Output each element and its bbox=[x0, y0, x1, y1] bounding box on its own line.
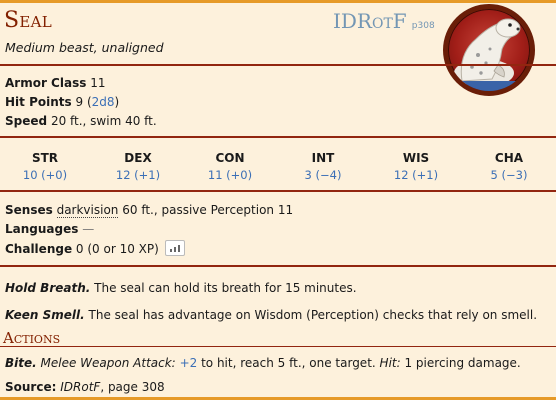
speed-value: 20 ft., swim 40 ft. bbox=[50, 114, 157, 128]
divider bbox=[0, 265, 556, 267]
trait-keen-smell: Keen Smell. The seal has advantage on Wi… bbox=[5, 307, 537, 323]
armor-class-value: 11 bbox=[90, 76, 106, 90]
ability-dex: DEX 12 (+1) bbox=[90, 150, 186, 184]
ability-name: STR bbox=[31, 151, 59, 165]
damage-text: 1 piercing damage. bbox=[404, 356, 521, 370]
actions-underline bbox=[0, 346, 556, 347]
ability-str: STR 10 (+0) bbox=[0, 150, 93, 184]
ability-wis: WIS 12 (+1) bbox=[368, 150, 464, 184]
token-image[interactable] bbox=[443, 4, 535, 96]
challenge-value: 0 (0 or 10 XP) bbox=[75, 242, 159, 256]
senses-row: Senses darkvision 60 ft., passive Percep… bbox=[5, 202, 293, 218]
creature-name: Seal bbox=[4, 8, 53, 33]
trait-name: Hold Breath. bbox=[5, 281, 91, 295]
ability-score[interactable]: 12 (+1) bbox=[115, 168, 161, 182]
divider bbox=[0, 190, 556, 192]
ability-int: INT 3 (−4) bbox=[275, 150, 371, 184]
source-page-text: , page 308 bbox=[100, 380, 165, 394]
languages-row: Languages — bbox=[5, 221, 94, 237]
speed-row: Speed 20 ft., swim 40 ft. bbox=[5, 113, 157, 129]
trait-text: The seal has advantage on Wisdom (Percep… bbox=[88, 308, 538, 322]
ability-name: DEX bbox=[124, 151, 152, 165]
actions-heading: Actions bbox=[3, 329, 61, 347]
ability-score[interactable]: 5 (−3) bbox=[490, 168, 528, 182]
hit-dice-roll[interactable]: 2d8 bbox=[91, 95, 115, 109]
action-name: Bite. bbox=[5, 356, 37, 370]
ability-score[interactable]: 10 (+0) bbox=[22, 168, 68, 182]
senses-label: Senses bbox=[5, 203, 53, 217]
ability-name: CHA bbox=[494, 151, 524, 165]
hit-points-label: Hit Points bbox=[5, 95, 72, 109]
languages-value: — bbox=[82, 222, 95, 236]
ability-name: INT bbox=[311, 151, 335, 165]
ability-name: WIS bbox=[402, 151, 430, 165]
seal-portrait bbox=[454, 18, 524, 91]
scale-cr-icon[interactable] bbox=[164, 240, 185, 256]
action-text: to hit, reach 5 ft., one target. bbox=[201, 356, 376, 370]
armor-class-label: Armor Class bbox=[5, 76, 87, 90]
trait-hold-breath: Hold Breath. The seal can hold its breat… bbox=[5, 280, 357, 296]
ability-score[interactable]: 11 (+0) bbox=[207, 168, 253, 182]
challenge-label: Challenge bbox=[5, 242, 73, 256]
languages-label: Languages bbox=[5, 222, 79, 236]
speed-label: Speed bbox=[5, 114, 48, 128]
source-link[interactable]: IDRotF p308 bbox=[333, 10, 435, 37]
source-footer: Source: IDRotF, page 308 bbox=[5, 379, 165, 395]
ability-score[interactable]: 3 (−4) bbox=[304, 168, 342, 182]
armor-class-row: Armor Class 11 bbox=[5, 75, 105, 91]
action-bite: Bite. Melee Weapon Attack: +2 to hit, re… bbox=[5, 355, 521, 371]
source-label: Source: bbox=[5, 380, 57, 394]
trait-name: Keen Smell. bbox=[5, 308, 85, 322]
source-page: p308 bbox=[411, 21, 435, 31]
attack-type: Melee Weapon Attack: bbox=[40, 356, 176, 370]
source-abbr[interactable]: IDRotF bbox=[333, 9, 407, 33]
hit-points-row: Hit Points 9 (2d8) bbox=[5, 95, 120, 109]
ability-cha: CHA 5 (−3) bbox=[461, 150, 556, 184]
ability-name: CON bbox=[215, 151, 245, 165]
challenge-row: Challenge 0 (0 or 10 XP) bbox=[5, 240, 185, 257]
hit-label: Hit: bbox=[379, 356, 401, 370]
darkvision-link[interactable]: darkvision bbox=[56, 203, 119, 218]
ability-con: CON 11 (+0) bbox=[182, 150, 278, 184]
creature-type: Medium beast, unaligned bbox=[5, 40, 164, 55]
source-book-link[interactable]: IDRotF bbox=[60, 380, 101, 394]
to-hit-roll[interactable]: +2 bbox=[179, 356, 198, 370]
hit-points-value: 9 bbox=[75, 95, 84, 109]
trait-text: The seal can hold its breath for 15 minu… bbox=[94, 281, 357, 295]
ability-score[interactable]: 12 (+1) bbox=[393, 168, 439, 182]
divider bbox=[0, 136, 556, 138]
divider bbox=[0, 64, 556, 66]
senses-value: 60 ft., passive Perception 11 bbox=[122, 203, 294, 217]
